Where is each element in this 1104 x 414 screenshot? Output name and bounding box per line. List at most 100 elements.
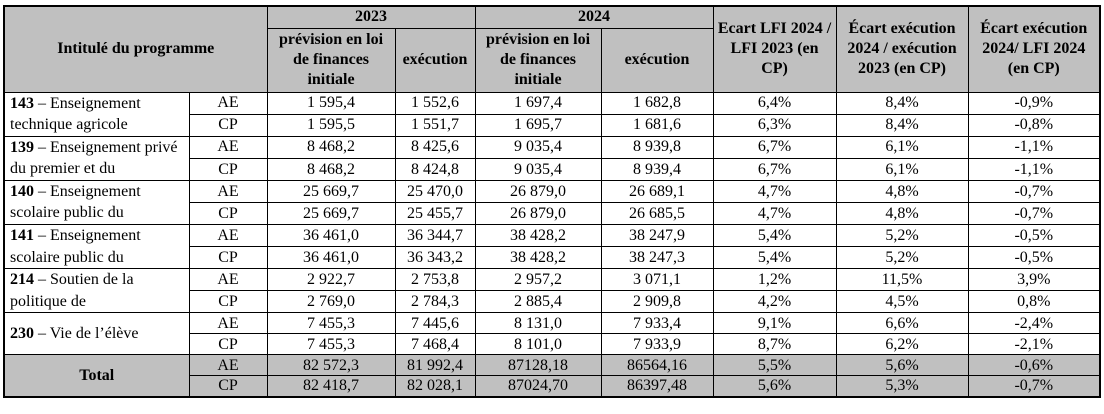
cell-execution-2023: 82 028,1 [394,375,476,398]
cell-ecart-exec-lfi: -0,9% [967,91,1101,115]
header-year-2024: 2024 [474,5,714,29]
cell-prevision-2023: 7 455,3 [266,312,396,335]
cell-execution-2024: 8 939,4 [600,157,714,181]
cell-prevision-2023: 8 468,2 [266,135,396,159]
cell-ecart-exec: 5,2% [835,246,969,270]
cell-ecart-exec: 6,2% [835,333,969,356]
cp-label: CP [188,113,268,137]
cell-ecart-lfi: 9,1% [712,312,837,335]
program-label: – Enseignement technique agricole [10,94,141,134]
cp-label: CP [188,157,268,181]
cell-prevision-2023: 82 572,3 [266,354,396,377]
cell-execution-2023: 81 992,4 [394,354,476,377]
cell-ecart-exec: 5,3% [835,375,969,398]
cell-prevision-2023: 25 669,7 [266,201,396,226]
cell-ecart-lfi: 6,3% [712,113,837,137]
cell-ecart-exec-lfi: -0,5% [967,246,1101,270]
cell-execution-2023: 1 552,6 [394,91,476,115]
cell-prevision-2024: 2 885,4 [474,290,602,314]
ae-label: AE [188,268,268,292]
cell-ecart-lfi: 4,7% [712,179,837,203]
cell-ecart-exec: 4,5% [835,290,969,314]
cell-execution-2024: 8 939,8 [600,135,714,159]
total-label: Total [3,354,190,398]
cell-ecart-lfi: 5,6% [712,375,837,398]
ae-label: AE [188,135,268,159]
cell-ecart-exec: 8,4% [835,91,969,115]
cell-prevision-2023: 7 455,3 [266,333,396,356]
cell-execution-2023: 7 468,4 [394,333,476,356]
cell-ecart-exec: 4,8% [835,179,969,203]
program-label: – Enseignement scolaire public du [10,182,141,222]
ae-label: AE [188,91,268,115]
cell-ecart-exec-lfi: -0,8% [967,113,1101,137]
cell-ecart-exec: 6,6% [835,312,969,335]
cell-ecart-exec: 6,1% [835,135,969,159]
cell-prevision-2024: 26 879,0 [474,201,602,226]
table-row-141-ae: 141 – Enseignement scolaire public du AE… [3,224,1101,270]
cp-label: CP [188,333,268,356]
cell-prevision-2023: 2 769,0 [266,290,396,314]
cell-prevision-2024: 1 697,4 [474,91,602,115]
cell-prevision-2024: 87024,70 [474,375,602,398]
table-row-140-ae: 140 – Enseignement scolaire public du AE… [3,179,1101,226]
cell-ecart-lfi: 5,5% [712,354,837,377]
cell-prevision-2023: 2 922,7 [266,268,396,292]
cell-prevision-2023: 36 461,0 [266,224,396,248]
cell-ecart-exec: 6,1% [835,157,969,181]
cell-prevision-2023: 25 669,7 [266,179,396,203]
cell-execution-2023: 1 551,7 [394,113,476,137]
program-code: 139 [10,138,34,156]
cell-ecart-exec: 8,4% [835,113,969,137]
table-row-214-cp: CP 2 769,0 2 784,3 2 885,4 2 909,8 4,2% … [4,290,1101,314]
header-execution-2024: exécution [600,27,714,93]
cell-execution-2024: 7 933,9 [600,333,714,356]
cell-execution-2023: 36 343,2 [394,246,476,270]
program-code: 140 [10,182,34,200]
cp-label: CP [188,375,268,398]
program-name-140: 140 – Enseignement scolaire public du [3,179,190,226]
table-row-141-cp: CP 36 461,0 36 343,2 38 428,2 38 247,3 5… [4,246,1101,270]
cell-prevision-2024: 2 957,2 [474,268,602,292]
header-year-2023: 2023 [266,5,476,29]
cell-prevision-2024: 87128,18 [474,354,602,377]
cell-ecart-exec-lfi: -0,5% [967,224,1101,248]
cell-ecart-exec-lfi: -1,1% [967,135,1101,159]
program-label: – Soutien de la politique de [10,271,134,310]
cell-ecart-lfi: 1,2% [712,268,837,292]
cell-ecart-exec-lfi: 0,8% [967,290,1101,314]
ae-label: AE [188,354,268,377]
program-name-139: 139 – Enseignement privé du premier et d… [3,135,190,181]
program-name-230: 230 – Vie de l’élève [3,312,190,356]
program-code: 143 [10,94,34,112]
header-execution-2023: exécution [394,27,476,93]
cell-execution-2023: 25 455,7 [394,201,476,226]
cell-ecart-exec-lfi: -2,4% [967,312,1101,335]
header-ecart-execution-2024-lfi-2024: Écart exécution 2024/ LFI 2024 (en CP) [967,5,1101,93]
cell-execution-2024: 86564,16 [600,354,714,377]
cp-label: CP [188,290,268,314]
program-name-141: 141 – Enseignement scolaire public du [3,224,190,270]
header-sub-row: prévision en loi de finances initiale ex… [4,27,1100,93]
cell-ecart-exec-lfi: -0,6% [967,354,1101,377]
cp-label: CP [188,201,268,226]
cp-label: CP [188,246,268,270]
cell-execution-2023: 8 424,8 [394,157,476,181]
cell-ecart-exec-lfi: -0,7% [967,201,1101,226]
cell-execution-2023: 2 784,3 [394,290,476,314]
cell-execution-2023: 25 470,0 [394,179,476,203]
cell-prevision-2023: 8 468,2 [266,157,396,181]
cell-ecart-lfi: 6,7% [712,157,837,181]
cell-prevision-2024: 38 428,2 [474,224,602,248]
ae-label: AE [188,312,268,335]
cell-prevision-2023: 82 418,7 [266,375,396,398]
program-code: 230 [10,325,34,343]
ae-label: AE [188,179,268,203]
cell-ecart-exec-lfi: -2,1% [967,333,1101,356]
budget-execution-table: Intitulé du programme 2023 2024 Ecart LF… [3,5,1102,398]
cell-prevision-2024: 26 879,0 [474,179,602,203]
cell-execution-2023: 36 344,7 [394,224,476,248]
cell-ecart-exec-lfi: -0,7% [967,375,1101,398]
table-row-230-cp: CP 7 455,3 7 468,4 8 101,0 7 933,9 8,7% … [4,333,1101,356]
program-label: – Enseignement scolaire public du [10,227,141,266]
